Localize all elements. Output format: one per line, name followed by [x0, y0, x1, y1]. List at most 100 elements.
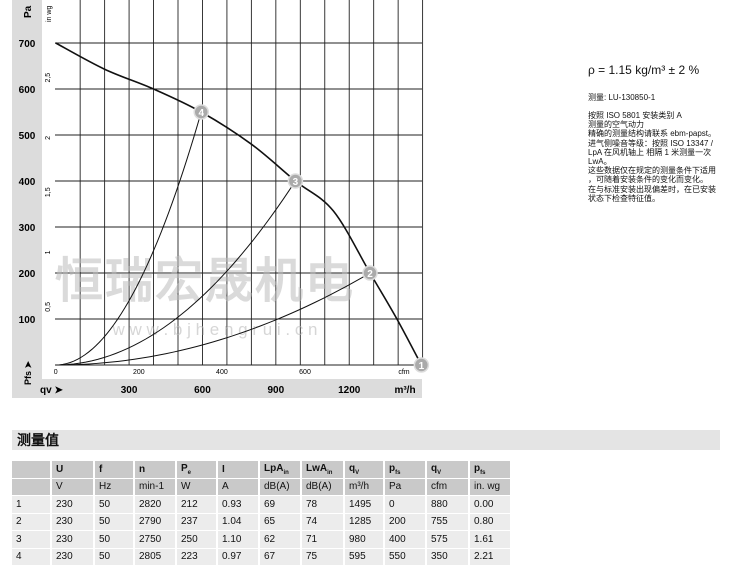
y-axis-labels: 100 200 300 400 500 600 700 Pa in wg 0,5 1 1,5 2 2,5 P…	[19, 5, 53, 385]
table-cell: 237	[177, 513, 218, 530]
grid	[55, 0, 424, 366]
table-cell: f	[95, 461, 135, 478]
table-row: 2 230 50 2790 237 1.04 65 74 1285 200 755 0.80	[12, 513, 512, 530]
table-cell: 223	[177, 548, 218, 565]
table-cell	[12, 478, 52, 495]
table-cell: pfs	[385, 461, 427, 478]
table-cell: 400	[385, 531, 427, 548]
table-cell: 0	[385, 496, 427, 513]
table-cell: 1.10	[218, 531, 260, 548]
y-tick-pa: 700	[19, 39, 36, 50]
table-cell: 575	[427, 531, 470, 548]
y-tick-pa: 200	[19, 269, 36, 280]
watermark-cn: 恒瑞宏晟机电	[55, 255, 355, 308]
note-line: ，可随着安装条件的变化而变化。	[588, 175, 708, 185]
operating-point-4	[193, 104, 209, 120]
table-row: 3 230 50 2750 250 1.10 62 71 980 400 575 1.61	[12, 531, 512, 548]
x-tick-cfm: 600	[299, 369, 311, 376]
x-unit-m3h: m³/h	[394, 385, 415, 396]
table-cell: 50	[95, 548, 135, 565]
table-cell: 1.61	[470, 531, 512, 548]
x-tick-m3h: 300	[121, 385, 138, 396]
y-unit-pa: Pa	[23, 5, 34, 18]
note-line: 精确的测量结构请联系 ebm-papst。	[588, 129, 717, 139]
plot-area	[55, 0, 422, 365]
note-line: LpA 在风机轴上 相隔 1 米测量一次	[588, 147, 712, 157]
operating-points: 1 2 3 4	[193, 104, 430, 373]
table-cell: W	[177, 478, 218, 495]
table-cell: 200	[385, 513, 427, 530]
x-axis-labels: 0 200 400 600 cfm 300 600 900 1200 m³/h qv ➤	[40, 369, 416, 396]
y-tick-inwg: 1,5	[45, 187, 52, 197]
table-cell: 980	[345, 531, 385, 548]
table-cell: dB(A)	[302, 478, 345, 495]
table-cell: U	[52, 461, 95, 478]
x-tick-cfm: 200	[133, 369, 145, 376]
x-unit-cfm: cfm	[398, 369, 409, 376]
x-tick-cfm: 400	[216, 369, 228, 376]
table-cell: 4	[12, 548, 52, 565]
table-cell: dB(A)	[260, 478, 302, 495]
y-tick-pa: 600	[19, 85, 36, 96]
x-tick-m3h: 600	[194, 385, 211, 396]
x-tick-m3h: 1200	[338, 385, 361, 396]
operating-point-label: 3	[293, 177, 299, 188]
y-tick-inwg: 1	[45, 250, 52, 254]
x-axis-label: qv ➤	[40, 385, 63, 396]
x-tick-cfm: 0	[54, 369, 58, 376]
table-cell: qV	[345, 461, 385, 478]
note-line: 状态下检查特征值。	[588, 193, 660, 203]
table-cell: 50	[95, 496, 135, 513]
measurement-notes: 按照 ISO 5801 安装类别 A 测量的空气动力 精确的测量结构请联系 ebm-…	[588, 111, 748, 203]
table-title: 测量值	[12, 430, 720, 450]
table-cell: 75	[302, 548, 345, 565]
table-cell: min-1	[135, 478, 177, 495]
table-cell: 50	[95, 531, 135, 548]
table-cell: 74	[302, 513, 345, 530]
operating-point-label: 2	[367, 269, 373, 280]
system-curve-3	[55, 180, 296, 366]
table-cell: m³/h	[345, 478, 385, 495]
table-cell: 550	[385, 548, 427, 565]
note-line: 进气侧噪音等级：按照 ISO 13347 /	[588, 138, 713, 148]
table-cell: 2	[12, 513, 52, 530]
table-cell: cfm	[427, 478, 470, 495]
watermark-url: w w w . b j h e n g r u i . c n	[111, 320, 317, 339]
note-line: 按照 ISO 5801 安装类别 A	[588, 111, 682, 120]
note-line: 这些数据仅在规定的测量条件下适用	[588, 166, 716, 176]
table-cell: 2820	[135, 496, 177, 513]
note-line: 在与标准安装出现偏差时，在已安装	[588, 184, 716, 194]
watermark: 恒瑞宏晟机电 w w w . b j h e n g r u i . c n	[55, 255, 355, 339]
fan-curve	[55, 42, 423, 366]
table-cell: 595	[345, 548, 385, 565]
table-cell: 1285	[345, 513, 385, 530]
curves	[55, 42, 423, 366]
table-cell: 2.21	[470, 548, 512, 565]
table-cell: 0.80	[470, 513, 512, 530]
table-cell: 212	[177, 496, 218, 513]
table-cell: Hz	[95, 478, 135, 495]
table-cell: I	[218, 461, 260, 478]
system-curve-2	[55, 272, 371, 366]
table-cell: 1.04	[218, 513, 260, 530]
table-cell: 69	[260, 496, 302, 513]
operating-point-label: 4	[198, 108, 204, 119]
table-cell: 62	[260, 531, 302, 548]
table-cell: 230	[52, 531, 95, 548]
y-tick-inwg: 2	[45, 136, 52, 140]
table-cell: A	[218, 478, 260, 495]
y-tick-inwg: 2,5	[45, 73, 52, 83]
operating-point-2	[362, 265, 378, 281]
table-cell: 50	[95, 513, 135, 530]
table-cell: 3	[12, 531, 52, 548]
system-curve-4	[55, 111, 202, 366]
table-cell: LwAin	[302, 461, 345, 478]
table-cell: 755	[427, 513, 470, 530]
table-row: 4 230 50 2805 223 0.97 67 75 595 550 350 2.21	[12, 548, 512, 565]
table-cell: 230	[52, 496, 95, 513]
x-tick-m3h: 900	[267, 385, 284, 396]
table-cell: qV	[427, 461, 470, 478]
table-cell: Pa	[385, 478, 427, 495]
